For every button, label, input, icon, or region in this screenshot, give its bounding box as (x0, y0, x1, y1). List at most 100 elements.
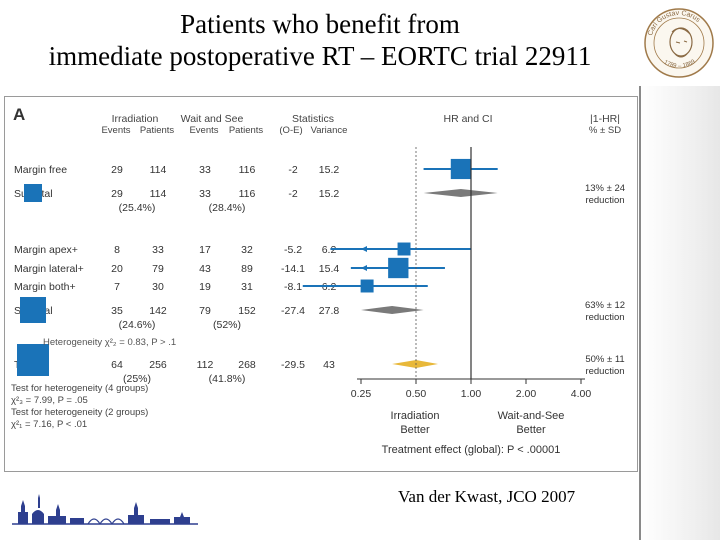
cell-oe: -27.4 (281, 305, 305, 317)
cell-ws-pct: (28.4%) (209, 202, 246, 214)
ci-arrow-left (361, 265, 367, 271)
forest-row-total: Total64256112268-29.543(25%)(41.8%)50% ±… (14, 344, 625, 385)
cell-ws-events: 79 (199, 305, 211, 317)
hr-diamond (361, 306, 424, 314)
x-axis-tick-label: 0.50 (406, 388, 427, 400)
cell-irr-patients: 256 (149, 359, 167, 371)
cell-oe: -8.1 (284, 281, 302, 293)
cell-irr-events: 29 (111, 164, 123, 176)
cell-label: Margin lateral+ (14, 263, 84, 275)
hr-diamond (423, 189, 498, 197)
cell-irr-events: 64 (111, 359, 123, 371)
header-wait-and-see: Wait and See (181, 113, 244, 125)
cell-variance: 27.8 (319, 305, 340, 317)
x-axis-tick-label: 1.00 (461, 388, 482, 400)
cell-irr-patients: 33 (152, 244, 164, 256)
cell-label: Margin apex+ (14, 244, 78, 256)
cell-ws-patients: 116 (239, 164, 256, 176)
cell-variance: 15.2 (319, 164, 340, 176)
cell-irr-events: 8 (114, 244, 120, 256)
reduction-label: reduction (585, 312, 624, 323)
forest-row-study: Margin free 29 114 33 116 -2 15.2 (14, 158, 498, 180)
overall-effect: Treatment effect (global): P < .00001 (382, 444, 561, 456)
header-hr-ci: HR and CI (443, 113, 492, 125)
cell-irr-events: 7 (114, 281, 120, 293)
cell-irr-patients: 114 (150, 164, 167, 176)
reduction-label: reduction (585, 195, 624, 206)
cell-ws-pct: (41.8%) (209, 373, 246, 385)
axis-left-label-1: Irradiation (391, 410, 440, 422)
hr-diamond (392, 360, 439, 368)
forest-x-axis: 0.25 0.50 1.00 2.00 4.00 (351, 147, 592, 400)
panel-label: A (13, 105, 25, 124)
cell-ws-events: 33 (199, 164, 211, 176)
cell-variance: 15.4 (319, 263, 340, 275)
cell-ws-events: 33 (199, 188, 211, 200)
ci-arrow-left (361, 246, 367, 252)
cell-oe: -2 (288, 188, 297, 200)
cell-irr-events: 29 (111, 188, 123, 200)
heterogeneity-line: Heterogeneity χ²₂ = 0.83, P > .1 (43, 337, 176, 348)
cell-ws-events: 17 (199, 244, 211, 256)
cell-oe: -2 (288, 164, 297, 176)
title-line-1: Patients who benefit from (180, 9, 460, 39)
hr-square (360, 279, 374, 293)
cell-oe: -29.5 (281, 359, 305, 371)
forest-row-study: Margin apex+ 8 33 17 32 -5.2 6.2 (14, 242, 471, 256)
citation: Van der Kwast, JCO 2007 (398, 487, 576, 506)
university-seal-logo: Carl Gustav Carus 1789 – 1869 (644, 8, 714, 78)
left-weight-square (17, 344, 49, 376)
reduction-value: 13% ± 24 (585, 183, 625, 194)
x-axis-tick-label: 4.00 (571, 388, 592, 400)
reduction-value: 50% ± 11 (585, 354, 624, 365)
cell-variance: 15.2 (319, 188, 340, 200)
cell-irr-patients: 142 (149, 305, 167, 317)
axis-right-label-2: Better (516, 424, 546, 436)
forest-row-study: Margin lateral+ 20 79 43 89 -14.1 15.4 (14, 257, 445, 279)
header-pct-sd: % ± SD (589, 125, 621, 136)
footnote-1: Test for heterogeneity (4 groups) (11, 383, 148, 394)
right-decorative-bar (639, 86, 720, 540)
cell-irr-patients: 114 (150, 188, 167, 200)
svg-text:1789 – 1869: 1789 – 1869 (663, 59, 697, 70)
cell-irr-pct: (25%) (123, 373, 151, 385)
cell-irr-patients: 79 (152, 263, 164, 275)
hr-square (450, 158, 471, 180)
header-one-minus-hr: |1-HR| (590, 113, 620, 125)
cell-ws-patients: 89 (241, 263, 253, 275)
footnote-2: χ²₃ = 7.99, P = .05 (11, 395, 88, 406)
reduction-value: 63% ± 12 (585, 300, 625, 311)
hr-square (388, 257, 409, 279)
left-weight-square (20, 297, 46, 323)
header-irradiation: Irradiation (112, 113, 159, 125)
cell-ws-events: 43 (199, 263, 211, 275)
header-irr-patients: Patients (140, 125, 175, 136)
footnote-3: Test for heterogeneity (2 groups) (11, 407, 148, 418)
cell-variance: 43 (323, 359, 335, 371)
title-line-2: immediate postoperative RT – EORTC trial… (48, 41, 592, 71)
cell-oe: -14.1 (281, 263, 305, 275)
forest-plot: A Irradiation Wait and See Statistics HR… (11, 105, 625, 456)
cell-irr-pct: (25.4%) (119, 202, 156, 214)
dresden-skyline-logo (12, 494, 198, 525)
seal-text-bottom: 1789 – 1869 (663, 59, 697, 70)
reduction-label: reduction (585, 366, 624, 377)
cell-ws-patients: 116 (239, 188, 256, 200)
slide-title: Patients who benefit from immediate post… (0, 8, 640, 72)
cell-irr-events: 35 (111, 305, 123, 317)
header-statistics: Statistics (292, 113, 334, 125)
cell-irr-events: 20 (111, 263, 123, 275)
header-ws-events: Events (189, 125, 218, 136)
cell-label: Margin free (14, 164, 67, 176)
header-irr-events: Events (101, 125, 130, 136)
cell-ws-patients: 268 (238, 359, 256, 371)
cell-oe: -5.2 (284, 244, 302, 256)
cell-ws-patients: 152 (238, 305, 256, 317)
left-weight-square (24, 184, 42, 202)
cell-label: Margin both+ (14, 281, 76, 293)
cell-ws-events: 19 (199, 281, 211, 293)
axis-right-label-1: Wait-and-See (498, 410, 565, 422)
cell-ws-events: 112 (197, 359, 214, 371)
axis-left-label-2: Better (400, 424, 430, 436)
footnote-4: χ²₁ = 7.16, P < .01 (11, 419, 87, 430)
